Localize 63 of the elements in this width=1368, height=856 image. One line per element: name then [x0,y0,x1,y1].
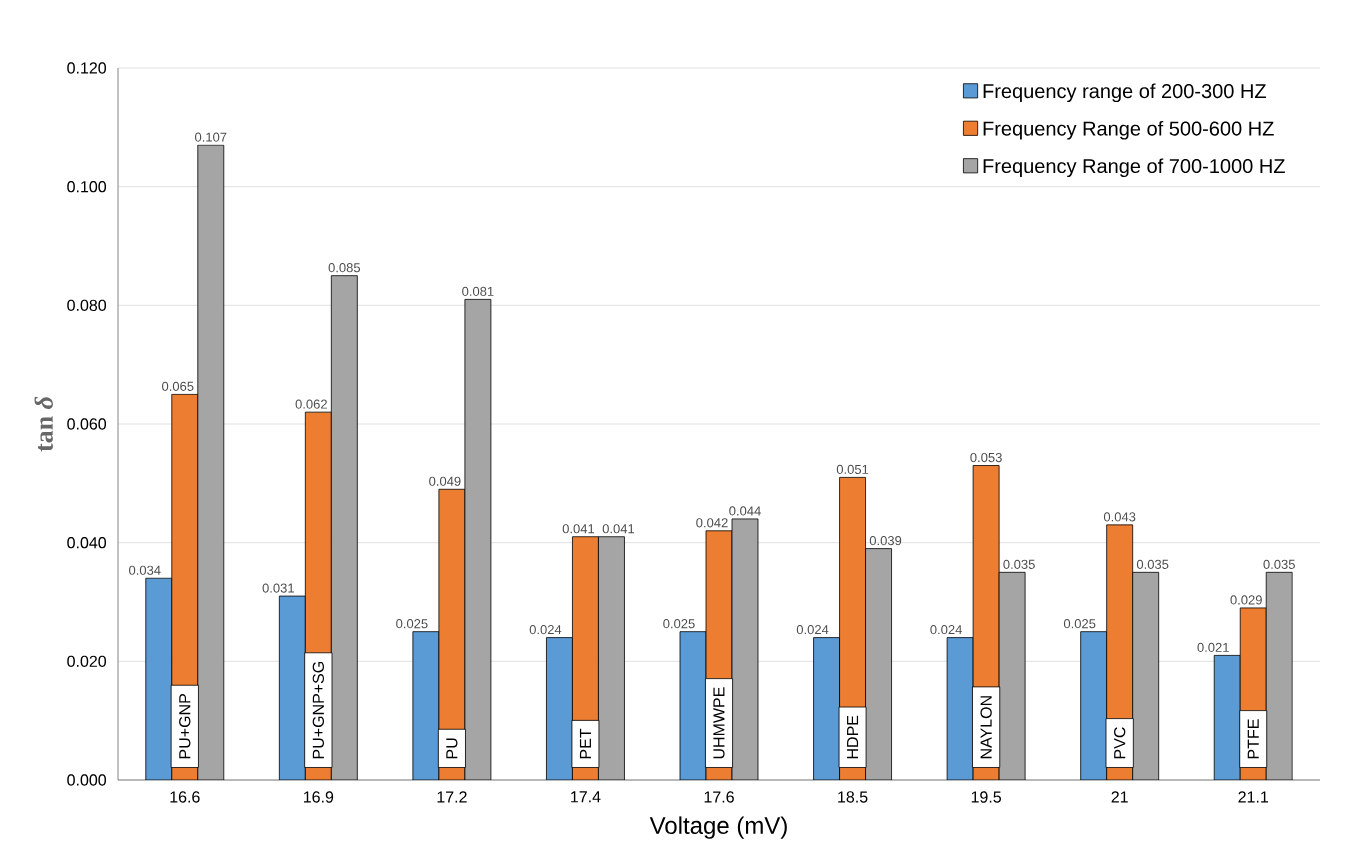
data-label: 0.021 [1197,642,1229,652]
data-label: 0.065 [162,381,194,391]
data-label: 0.041 [562,524,595,534]
y-tick-label: 0.080 [67,299,107,311]
annotation: PTFE [1247,719,1259,759]
data-label: 0.062 [295,399,327,409]
legend-label: Frequency Range of 700-1000 HZ [983,158,1285,178]
bar [813,637,840,780]
data-label: 0.043 [1103,512,1136,522]
y-tick-label: 0.120 [67,62,107,74]
data-label: 0.081 [462,286,494,296]
annotation: PU+GNP [179,694,191,759]
x-tick-label: 21 [1111,791,1128,803]
data-label: 0.031 [262,583,294,593]
bar [1080,631,1108,780]
bar [412,631,440,780]
y-tick-label: 0.040 [67,537,107,549]
data-label: 0.042 [696,518,728,528]
data-label: 0.025 [396,619,428,629]
data-label: 0.049 [429,476,461,486]
annotation: PU [446,738,458,759]
annotation: PVC [1114,727,1126,759]
data-label: 0.024 [529,625,562,635]
y-tick-label: 0.060 [67,418,107,430]
annotation: PET [579,728,591,759]
bar [145,577,173,780]
y-axis-title: tan δ [34,396,53,452]
data-label: 0.053 [970,452,1002,463]
x-tick-label: 16.6 [170,791,200,803]
data-label: 0.024 [796,625,829,635]
x-tick-label: 17.2 [437,791,467,803]
data-label: 0.044 [729,506,761,516]
x-tick-label: 17.4 [571,791,601,803]
data-label: 0.025 [663,619,695,629]
x-tick-label: 18.5 [838,791,868,803]
annotation: HDPE [847,715,859,759]
legend-label: Frequency Range of 500-600 HZ [983,120,1274,140]
data-label: 0.035 [1003,559,1035,569]
y-tick-label: 0.100 [67,181,107,193]
data-label: 0.085 [328,263,361,273]
annotation: NAYLON [980,696,992,759]
annotation: PU+GNP+SG [312,661,324,759]
data-label: 0.041 [602,524,635,534]
data-label: 0.034 [129,565,161,575]
x-tick-label: 16.9 [303,791,334,803]
data-label: 0.024 [930,625,962,635]
y-tick-label: 0.000 [67,774,107,786]
bar [1213,655,1241,780]
data-label: 0.051 [836,464,869,474]
y-tick-label: 0.020 [67,655,107,667]
data-label: 0.035 [1136,559,1169,569]
annotation: UHMWPE [713,687,725,759]
data-label: 0.035 [1263,559,1295,569]
data-label: 0.025 [1063,619,1096,629]
legend-label: Frequency range of 200-300 HZ [983,83,1266,103]
data-label: 0.029 [1230,595,1262,605]
x-axis-title: Voltage (mV) [649,816,787,839]
x-tick-label: 19.5 [971,791,1002,803]
bar [546,637,573,780]
data-label: 0.039 [869,536,902,546]
x-tick-label: 17.6 [704,791,734,803]
data-label: 0.107 [195,132,227,142]
x-tick-label: 21.1 [1238,791,1269,803]
